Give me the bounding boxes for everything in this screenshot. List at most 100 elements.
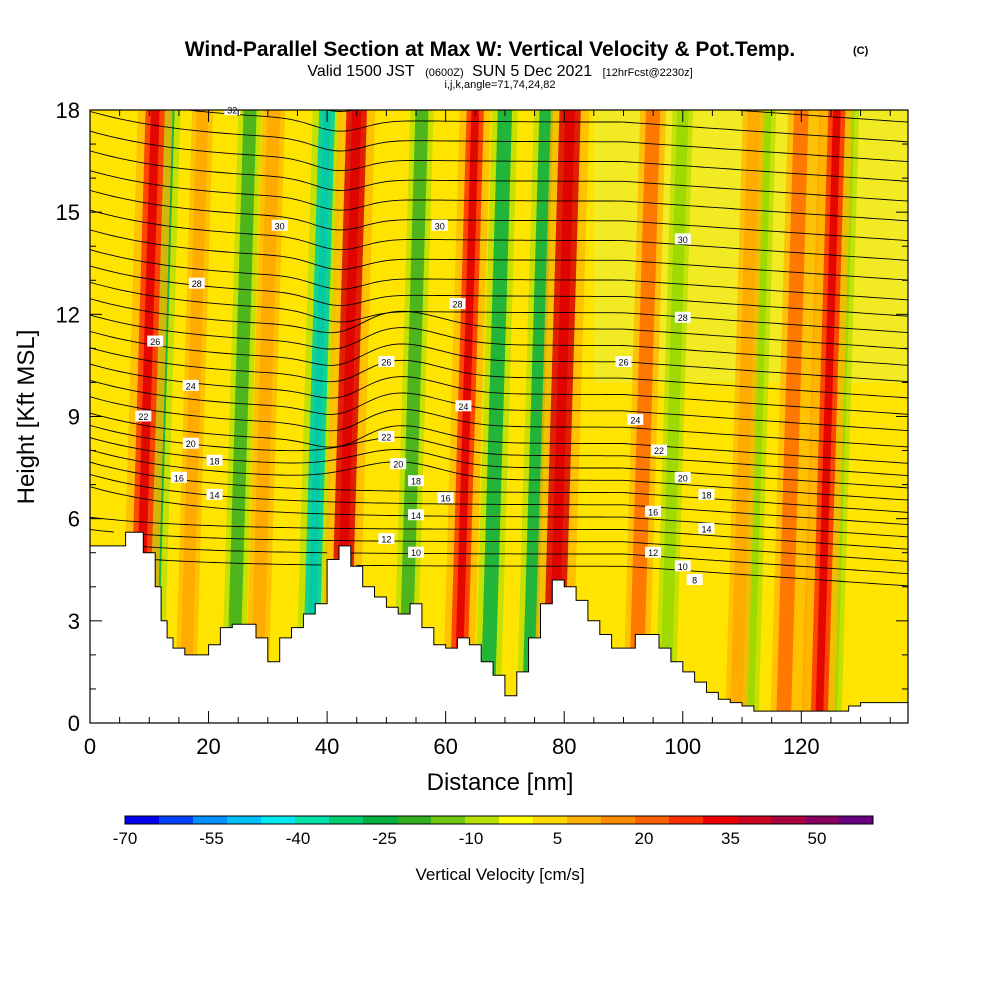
contour-label-text: 30	[435, 221, 445, 231]
contour-label-text: 10	[678, 562, 688, 572]
contour-label: 16	[437, 492, 454, 504]
y-tick-label: 0	[68, 711, 80, 736]
contour-label-box	[408, 509, 425, 521]
contour-label-box	[170, 471, 187, 483]
isentrope	[90, 170, 908, 222]
isentrope	[90, 281, 908, 334]
updraft-column	[776, 110, 809, 723]
contour-label-text: 18	[411, 477, 421, 487]
colorbar-swatch	[261, 816, 296, 824]
contour-label: 26	[615, 356, 632, 368]
contour-label: 30	[271, 219, 288, 231]
contour-label: 10	[674, 560, 691, 572]
colorbar-swatch	[703, 816, 738, 824]
contour-label-text: 20	[678, 473, 688, 483]
x-axis-label: Distance [nm]	[427, 769, 574, 796]
contour-label: 12	[645, 546, 662, 558]
y-tick-label: 18	[56, 98, 80, 123]
contour-label-text: 24	[458, 402, 468, 412]
updraft-column	[628, 110, 661, 723]
contour-label-box	[135, 410, 152, 422]
updraft-column	[249, 110, 281, 723]
contour-label-box	[147, 335, 164, 347]
contour-label-text: 18	[209, 456, 219, 466]
contour-label-text: 16	[648, 507, 658, 517]
contour-label: 26	[147, 335, 164, 347]
colorbar-swatch	[601, 816, 636, 824]
colorbar-swatch	[839, 816, 874, 824]
contour-label: 8	[686, 573, 703, 585]
colorbar-swatch	[635, 816, 670, 824]
contour-label-box	[182, 379, 199, 391]
contour-label: 18	[408, 475, 425, 487]
contour-label-text: 20	[393, 460, 403, 470]
contour-label: 22	[378, 430, 395, 442]
contour-label: 16	[645, 505, 662, 517]
y-axis: 0 3 6 9 12 15 18	[56, 98, 908, 736]
y-tick-label: 9	[68, 405, 80, 430]
contour-label: 16	[170, 471, 187, 483]
colorbar-swatch	[295, 816, 330, 824]
contour-label: 20	[674, 471, 691, 483]
contour-label-box	[206, 488, 223, 500]
contour-label-text: 8	[692, 575, 697, 585]
chart-title: Wind-Parallel Section at Max W: Vertical…	[185, 38, 796, 61]
contour-label-box	[698, 488, 715, 500]
colorbar-label: 35	[721, 829, 740, 848]
contour-label-box	[408, 546, 425, 558]
contour-label: 14	[698, 522, 715, 534]
contour-label: 30	[674, 233, 691, 245]
contour-label-text: 14	[411, 511, 421, 521]
isentrope	[90, 473, 908, 526]
contour-label: 14	[206, 488, 223, 500]
contour-label: 24	[627, 413, 644, 425]
contour-label-text: 10	[411, 548, 421, 558]
y-tick-label: 15	[56, 200, 80, 225]
colorbar-swatch	[397, 816, 432, 824]
colorbar-swatch	[193, 816, 228, 824]
contour-label: 30	[431, 219, 448, 231]
isentrope	[90, 529, 908, 562]
contour-label-text: 26	[618, 358, 628, 368]
contour-label-text: 30	[678, 235, 688, 245]
colorbar-swatch	[465, 816, 500, 824]
contour-label-box	[408, 475, 425, 487]
isentrope	[90, 412, 908, 464]
contour-label: 18	[698, 488, 715, 500]
isentrope	[90, 209, 908, 261]
contour-label-box	[627, 413, 644, 425]
isentrope	[90, 379, 908, 432]
downdraft-column	[479, 110, 513, 723]
contour-label-box	[206, 454, 223, 466]
contour-label-text: 16	[441, 494, 451, 504]
colorbar	[124, 815, 874, 825]
subtitle-valid-time: Valid 1500 JST	[307, 63, 415, 80]
updraft-column	[730, 110, 760, 723]
colorbar-swatch	[227, 816, 262, 824]
contour-label-box	[674, 233, 691, 245]
contour-label-box	[378, 533, 395, 545]
updraft-column-core	[547, 110, 575, 723]
contour-label-text: 22	[381, 432, 391, 442]
colorbar-swatch	[159, 816, 194, 824]
x-tick-label: 40	[315, 734, 339, 759]
contour-label-text: 28	[452, 300, 462, 310]
contour-label: 20	[182, 437, 199, 449]
contour-label-text: 28	[192, 279, 202, 289]
x-tick-label: 0	[84, 734, 96, 759]
chart-subtitle: Valid 1500 JST (0600Z) SUN 5 Dec 2021 [1…	[307, 63, 692, 80]
terrain-mask	[89, 531, 909, 724]
colorbar-label: -55	[199, 829, 224, 848]
contour-label-box	[437, 492, 454, 504]
contour-label-text: 26	[381, 358, 391, 368]
colorbar-swatch	[499, 816, 534, 824]
colorbar-swatch	[533, 816, 568, 824]
contour-label: 28	[188, 277, 205, 289]
downdraft-column	[397, 110, 429, 723]
contour-label-box	[674, 560, 691, 572]
colorbar-label: 50	[808, 829, 827, 848]
contour-label-box	[674, 311, 691, 323]
contour-label: 22	[651, 444, 668, 456]
contour-label-text: 28	[678, 313, 688, 323]
